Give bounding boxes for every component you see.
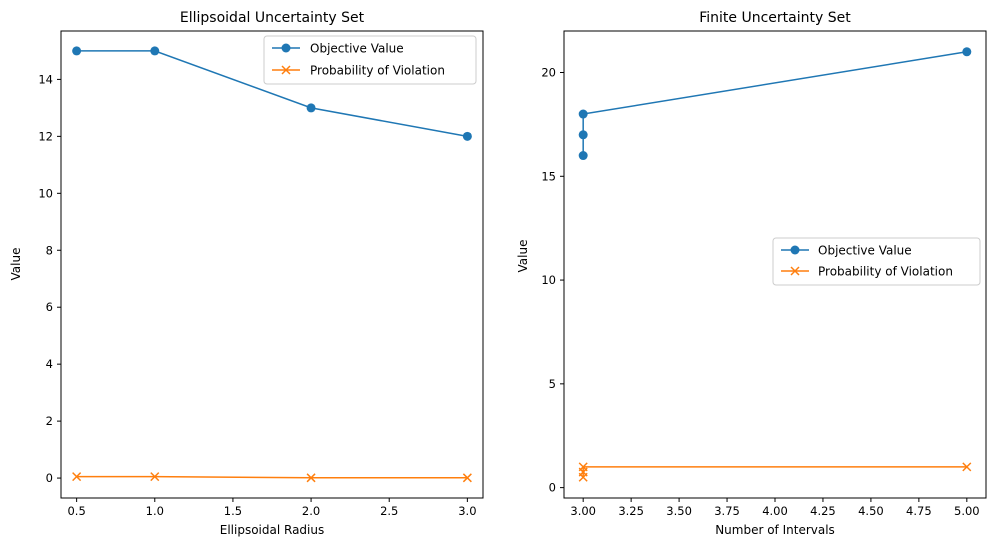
data-point bbox=[578, 151, 588, 161]
series-line-0 bbox=[582, 51, 967, 156]
data-point bbox=[962, 47, 972, 57]
x-tick-label: 2.5 bbox=[380, 504, 398, 518]
x-axis-label: Number of Intervals bbox=[715, 523, 835, 537]
y-tick-label: 15 bbox=[541, 169, 556, 183]
x-tick-label: 1.5 bbox=[224, 504, 242, 518]
y-tick-label: 5 bbox=[549, 377, 556, 391]
legend-label-violation: Probability of Violation bbox=[310, 64, 445, 78]
data-point bbox=[150, 472, 160, 482]
x-tick-label: 4.25 bbox=[810, 504, 836, 518]
y-tick-label: 8 bbox=[46, 243, 53, 257]
y-tick-label: 14 bbox=[38, 72, 53, 86]
chart-title: Finite Uncertainty Set bbox=[699, 10, 851, 26]
x-ticks: 0.5 1.0 1.5 2.0 2.5 3.0 bbox=[67, 498, 477, 518]
y-tick-label: 6 bbox=[46, 300, 53, 314]
y-ticks: 0 2 4 6 8 10 12 14 bbox=[38, 72, 61, 485]
x-tick-label: 4.75 bbox=[906, 504, 932, 518]
y-tick-label: 0 bbox=[549, 481, 556, 495]
finite-chart: Finite Uncertainty Set Number of Interva… bbox=[516, 10, 987, 537]
ellipsoidal-chart: Ellipsoidal Uncertainty Set Ellipsoidal … bbox=[9, 10, 484, 537]
x-tick-label: 4.00 bbox=[762, 504, 788, 518]
legend-marker-objective bbox=[281, 43, 291, 53]
legend-box bbox=[772, 237, 981, 286]
data-point bbox=[150, 46, 160, 56]
legend-marker-violation bbox=[281, 65, 291, 75]
plot-frame bbox=[60, 30, 484, 499]
data-point bbox=[462, 473, 472, 483]
x-tick-label: 4.50 bbox=[858, 504, 884, 518]
data-point bbox=[578, 130, 588, 140]
series-layer bbox=[578, 47, 972, 482]
data-point bbox=[578, 462, 588, 472]
data-point bbox=[462, 131, 472, 141]
legend-label-objective: Objective Value bbox=[818, 244, 912, 258]
x-tick-label: 0.5 bbox=[67, 504, 85, 518]
x-tick-label: 5.00 bbox=[954, 504, 980, 518]
legend-label-violation: Probability of Violation bbox=[818, 265, 953, 279]
data-point bbox=[306, 473, 316, 483]
y-tick-label: 10 bbox=[38, 186, 53, 200]
data-point bbox=[578, 109, 588, 119]
y-tick-label: 4 bbox=[46, 357, 53, 371]
x-tick-label: 2.0 bbox=[302, 504, 320, 518]
series-layer bbox=[72, 46, 472, 483]
x-tick-label: 3.25 bbox=[618, 504, 644, 518]
y-axis-label: Value bbox=[9, 248, 23, 281]
data-point bbox=[72, 46, 82, 56]
series-line-1 bbox=[582, 466, 967, 478]
chart-title: Ellipsoidal Uncertainty Set bbox=[180, 10, 365, 26]
x-tick-label: 3.75 bbox=[714, 504, 740, 518]
legend-marker-violation bbox=[790, 266, 800, 276]
y-tick-label: 20 bbox=[541, 66, 556, 80]
x-tick-label: 3.50 bbox=[666, 504, 692, 518]
y-tick-label: 12 bbox=[38, 129, 53, 143]
x-ticks: 3.00 3.25 3.50 3.75 4.00 4.25 4.50 4.75 5.00 bbox=[570, 498, 980, 518]
data-point bbox=[72, 472, 82, 482]
y-ticks: 0 5 10 15 20 bbox=[541, 66, 564, 495]
data-point bbox=[962, 462, 972, 472]
x-tick-label: 3.0 bbox=[458, 504, 476, 518]
legend-box bbox=[263, 35, 477, 85]
legend-marker-objective bbox=[790, 245, 800, 255]
y-tick-label: 10 bbox=[541, 273, 556, 287]
legend-label-objective: Objective Value bbox=[310, 42, 404, 56]
y-axis-label: Value bbox=[516, 240, 530, 273]
y-tick-label: 0 bbox=[46, 471, 53, 485]
series-line-1 bbox=[76, 475, 468, 479]
data-point bbox=[306, 103, 316, 113]
y-tick-label: 2 bbox=[46, 414, 53, 428]
series-line-0 bbox=[76, 50, 468, 138]
x-axis-label: Ellipsoidal Radius bbox=[220, 523, 324, 537]
x-tick-label: 1.0 bbox=[146, 504, 164, 518]
legend: Objective Value Probability of Violation bbox=[263, 35, 477, 85]
x-tick-label: 3.00 bbox=[570, 504, 596, 518]
legend: Objective Value Probability of Violation bbox=[772, 237, 981, 286]
